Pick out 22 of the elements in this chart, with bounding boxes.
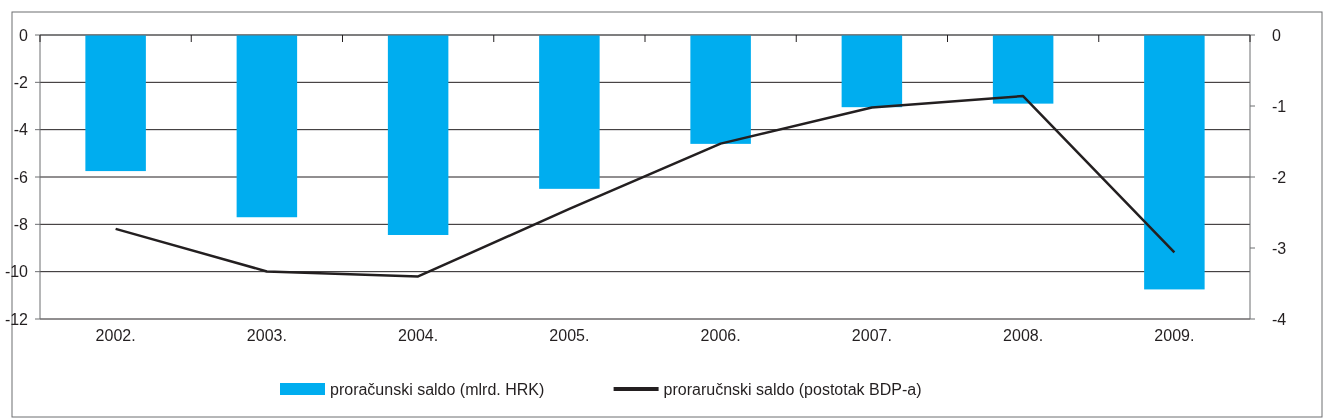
x-tick-label: 2004. bbox=[398, 327, 439, 344]
x-tick-label: 2008. bbox=[1003, 327, 1044, 344]
y-tick-label: 0 bbox=[19, 26, 29, 44]
y-tick-label: -10 bbox=[4, 263, 29, 281]
y-tick-label: -6 bbox=[13, 168, 29, 186]
y2-tick-label: -1 bbox=[1272, 97, 1287, 115]
y2-tick-label: -4 bbox=[1272, 310, 1287, 328]
legend-label: proračunski saldo (mlrd. HRK) bbox=[330, 381, 545, 398]
y-tick-label: -4 bbox=[13, 121, 29, 139]
legend-label: proraručnski saldo (postotak BDP-a) bbox=[663, 381, 922, 398]
x-tick-label: 2002. bbox=[95, 327, 136, 344]
x-tick-label: 2006. bbox=[700, 327, 741, 344]
y-tick-label: -2 bbox=[13, 73, 29, 91]
x-tick-label: 2003. bbox=[246, 327, 287, 344]
y-tick-label: -8 bbox=[13, 215, 29, 233]
x-tick-label: 2009. bbox=[1154, 327, 1195, 344]
y2-tick-label: -2 bbox=[1272, 168, 1287, 186]
y2-tick-label: 0 bbox=[1272, 26, 1281, 44]
x-tick-label: 2007. bbox=[851, 327, 892, 344]
y2-tick-label: -3 bbox=[1272, 239, 1287, 257]
x-tick-label: 2005. bbox=[549, 327, 590, 344]
y-tick-label: -12 bbox=[4, 310, 29, 328]
